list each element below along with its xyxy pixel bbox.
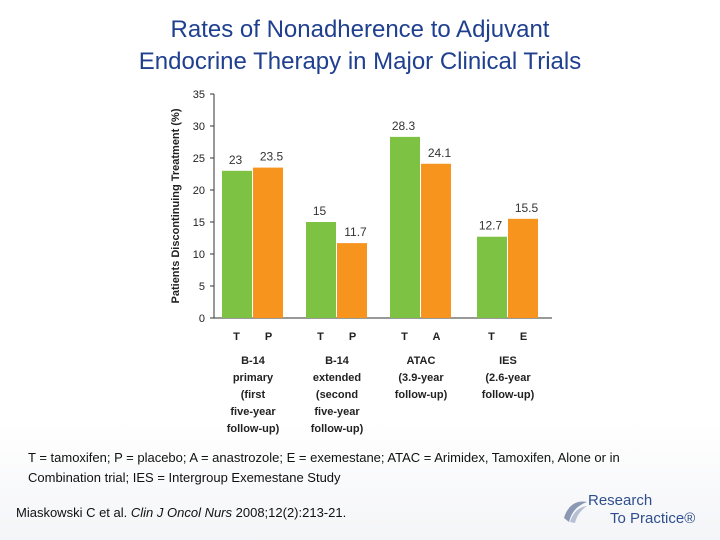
trial-group-label: (second [316,389,358,401]
y-axis-label: Patients Discontinuing Treatment (%) [170,108,182,303]
trial-group-label: follow-up) [227,423,280,435]
y-tick-label: 10 [193,249,205,261]
trial-group-label: B-14 [241,355,266,367]
trial-group-label: ATAC [407,355,436,367]
bar-arm-label: T [488,331,495,343]
title-line-1: Rates of Nonadherence to Adjuvant [170,16,550,43]
trial-group-label: primary [233,372,274,384]
bar [337,243,367,318]
bar-value-label: 15 [313,204,327,218]
trial-group-label: extended [313,372,361,384]
logo-line-1: Research [588,492,653,509]
trial-group-label: five-year [314,406,360,418]
bar-value-label: 23 [229,153,243,167]
bar-value-label: 15.5 [515,201,539,215]
bar-arm-label: E [520,331,527,343]
trial-group-label: five-year [230,406,276,418]
y-tick-label: 15 [193,217,205,229]
bar [421,163,451,318]
bar [253,167,283,318]
bar [390,136,420,318]
y-tick-label: 0 [199,313,205,325]
bar-arm-label: A [433,331,441,343]
citation-journal: Clin J Oncol Nurs [130,505,233,520]
slide-title: Rates of Nonadherence to Adjuvant Endocr… [0,14,720,78]
trial-group-label: (first [241,389,266,401]
citation-authors: Miaskowski C et al. [16,505,131,520]
trial-group-label: follow-up) [482,389,535,401]
trial-group-label: (2.6-year [485,372,531,384]
bar-chart: 0 5 10 15 20 25 30 35 Patients Discontinuing Tre… [170,89,552,435]
bar-arm-label: T [401,331,408,343]
bar [306,222,336,318]
y-tick-label: 35 [193,89,205,101]
bar-value-label: 28.3 [392,119,416,133]
bar [508,218,538,318]
bar-value-label: 23.5 [260,150,284,164]
y-tick-label: 30 [193,121,205,133]
trial-group-label: (3.9-year [398,372,444,384]
bar-arm-label: P [265,331,272,343]
trial-group-label: follow-up) [395,389,448,401]
y-tick-label: 5 [199,281,205,293]
bar-arm-label: P [349,331,356,343]
citation: Miaskowski C et al. Clin J Oncol Nurs 20… [16,505,346,520]
research-to-practice-logo: Research To Practice® [560,490,700,530]
trial-group-label: B-14 [325,355,350,367]
bar [222,170,252,318]
bar-arm-label: T [317,331,324,343]
citation-details: 2008;12(2):213-21. [232,505,347,520]
trial-group-label: follow-up) [311,423,364,435]
logo-swoosh-icon [564,501,587,523]
abbreviations-footnote: T = tamoxifen; P = placebo; A = anastroz… [28,450,620,485]
bar-value-label: 24.1 [428,146,452,160]
title-line-2: Endocrine Therapy in Major Clinical Tria… [138,48,582,75]
bar-value-label: 11.7 [344,225,367,239]
y-tick-label: 20 [193,185,205,197]
bar-value-label: 12.7 [479,219,503,233]
trial-group-label: IES [499,355,517,367]
bar-arm-label: T [233,331,240,343]
logo-line-2: To Practice® [610,510,696,527]
y-tick-label: 25 [193,153,205,165]
bar [477,236,507,318]
